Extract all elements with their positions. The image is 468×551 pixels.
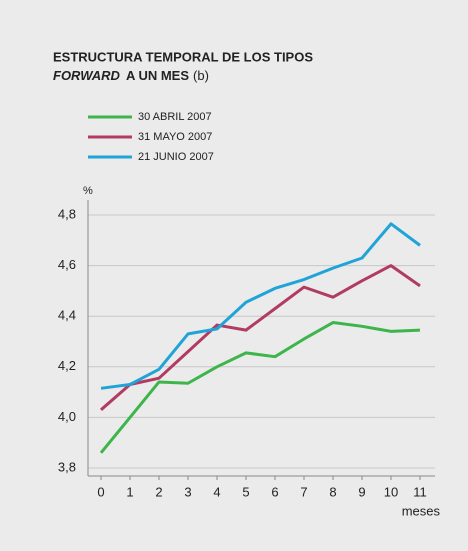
title-part: (b) — [193, 68, 209, 83]
legend-label: 30 ABRIL 2007 — [138, 111, 212, 123]
x-tick-label: 11 — [413, 484, 427, 499]
title-part: FORWARD — [53, 68, 121, 83]
x-tick-label: 1 — [126, 484, 133, 499]
x-tick-label: 9 — [358, 484, 365, 499]
title-part: A UN MES — [126, 68, 189, 83]
x-tick-label: 4 — [213, 484, 220, 499]
series-line — [100, 264, 421, 411]
series-line — [99, 321, 421, 454]
x-tick-label: 7 — [300, 484, 307, 499]
x-axis-label: meses — [402, 503, 441, 518]
y-tick-label: 4,6 — [58, 257, 76, 272]
x-tick-label: 8 — [329, 484, 336, 499]
y-tick-label: 4,2 — [58, 358, 76, 373]
x-tick-label: 6 — [271, 484, 278, 499]
legend-label: 21 JUNIO 2007 — [138, 151, 214, 163]
y-tick-label: 3,8 — [58, 459, 76, 474]
chart-title-line2: FORWARD A UN MES (b) — [53, 68, 209, 83]
chart-title: ESTRUCTURA TEMPORAL DE LOS TIPOS — [53, 49, 313, 64]
x-tick-label: 10 — [384, 484, 398, 499]
x-tick-label: 5 — [242, 484, 249, 499]
legend-label: 31 MAYO 2007 — [138, 131, 212, 143]
y-tick-label: 4,0 — [58, 409, 76, 424]
y-axis-label: % — [83, 185, 93, 197]
series-line — [100, 222, 421, 390]
y-tick-label: 4,4 — [58, 308, 76, 323]
x-tick-label: 0 — [97, 484, 104, 499]
x-tick-label: 2 — [155, 484, 162, 499]
y-tick-label: 4,8 — [58, 206, 76, 221]
x-tick-label: 3 — [184, 484, 191, 499]
